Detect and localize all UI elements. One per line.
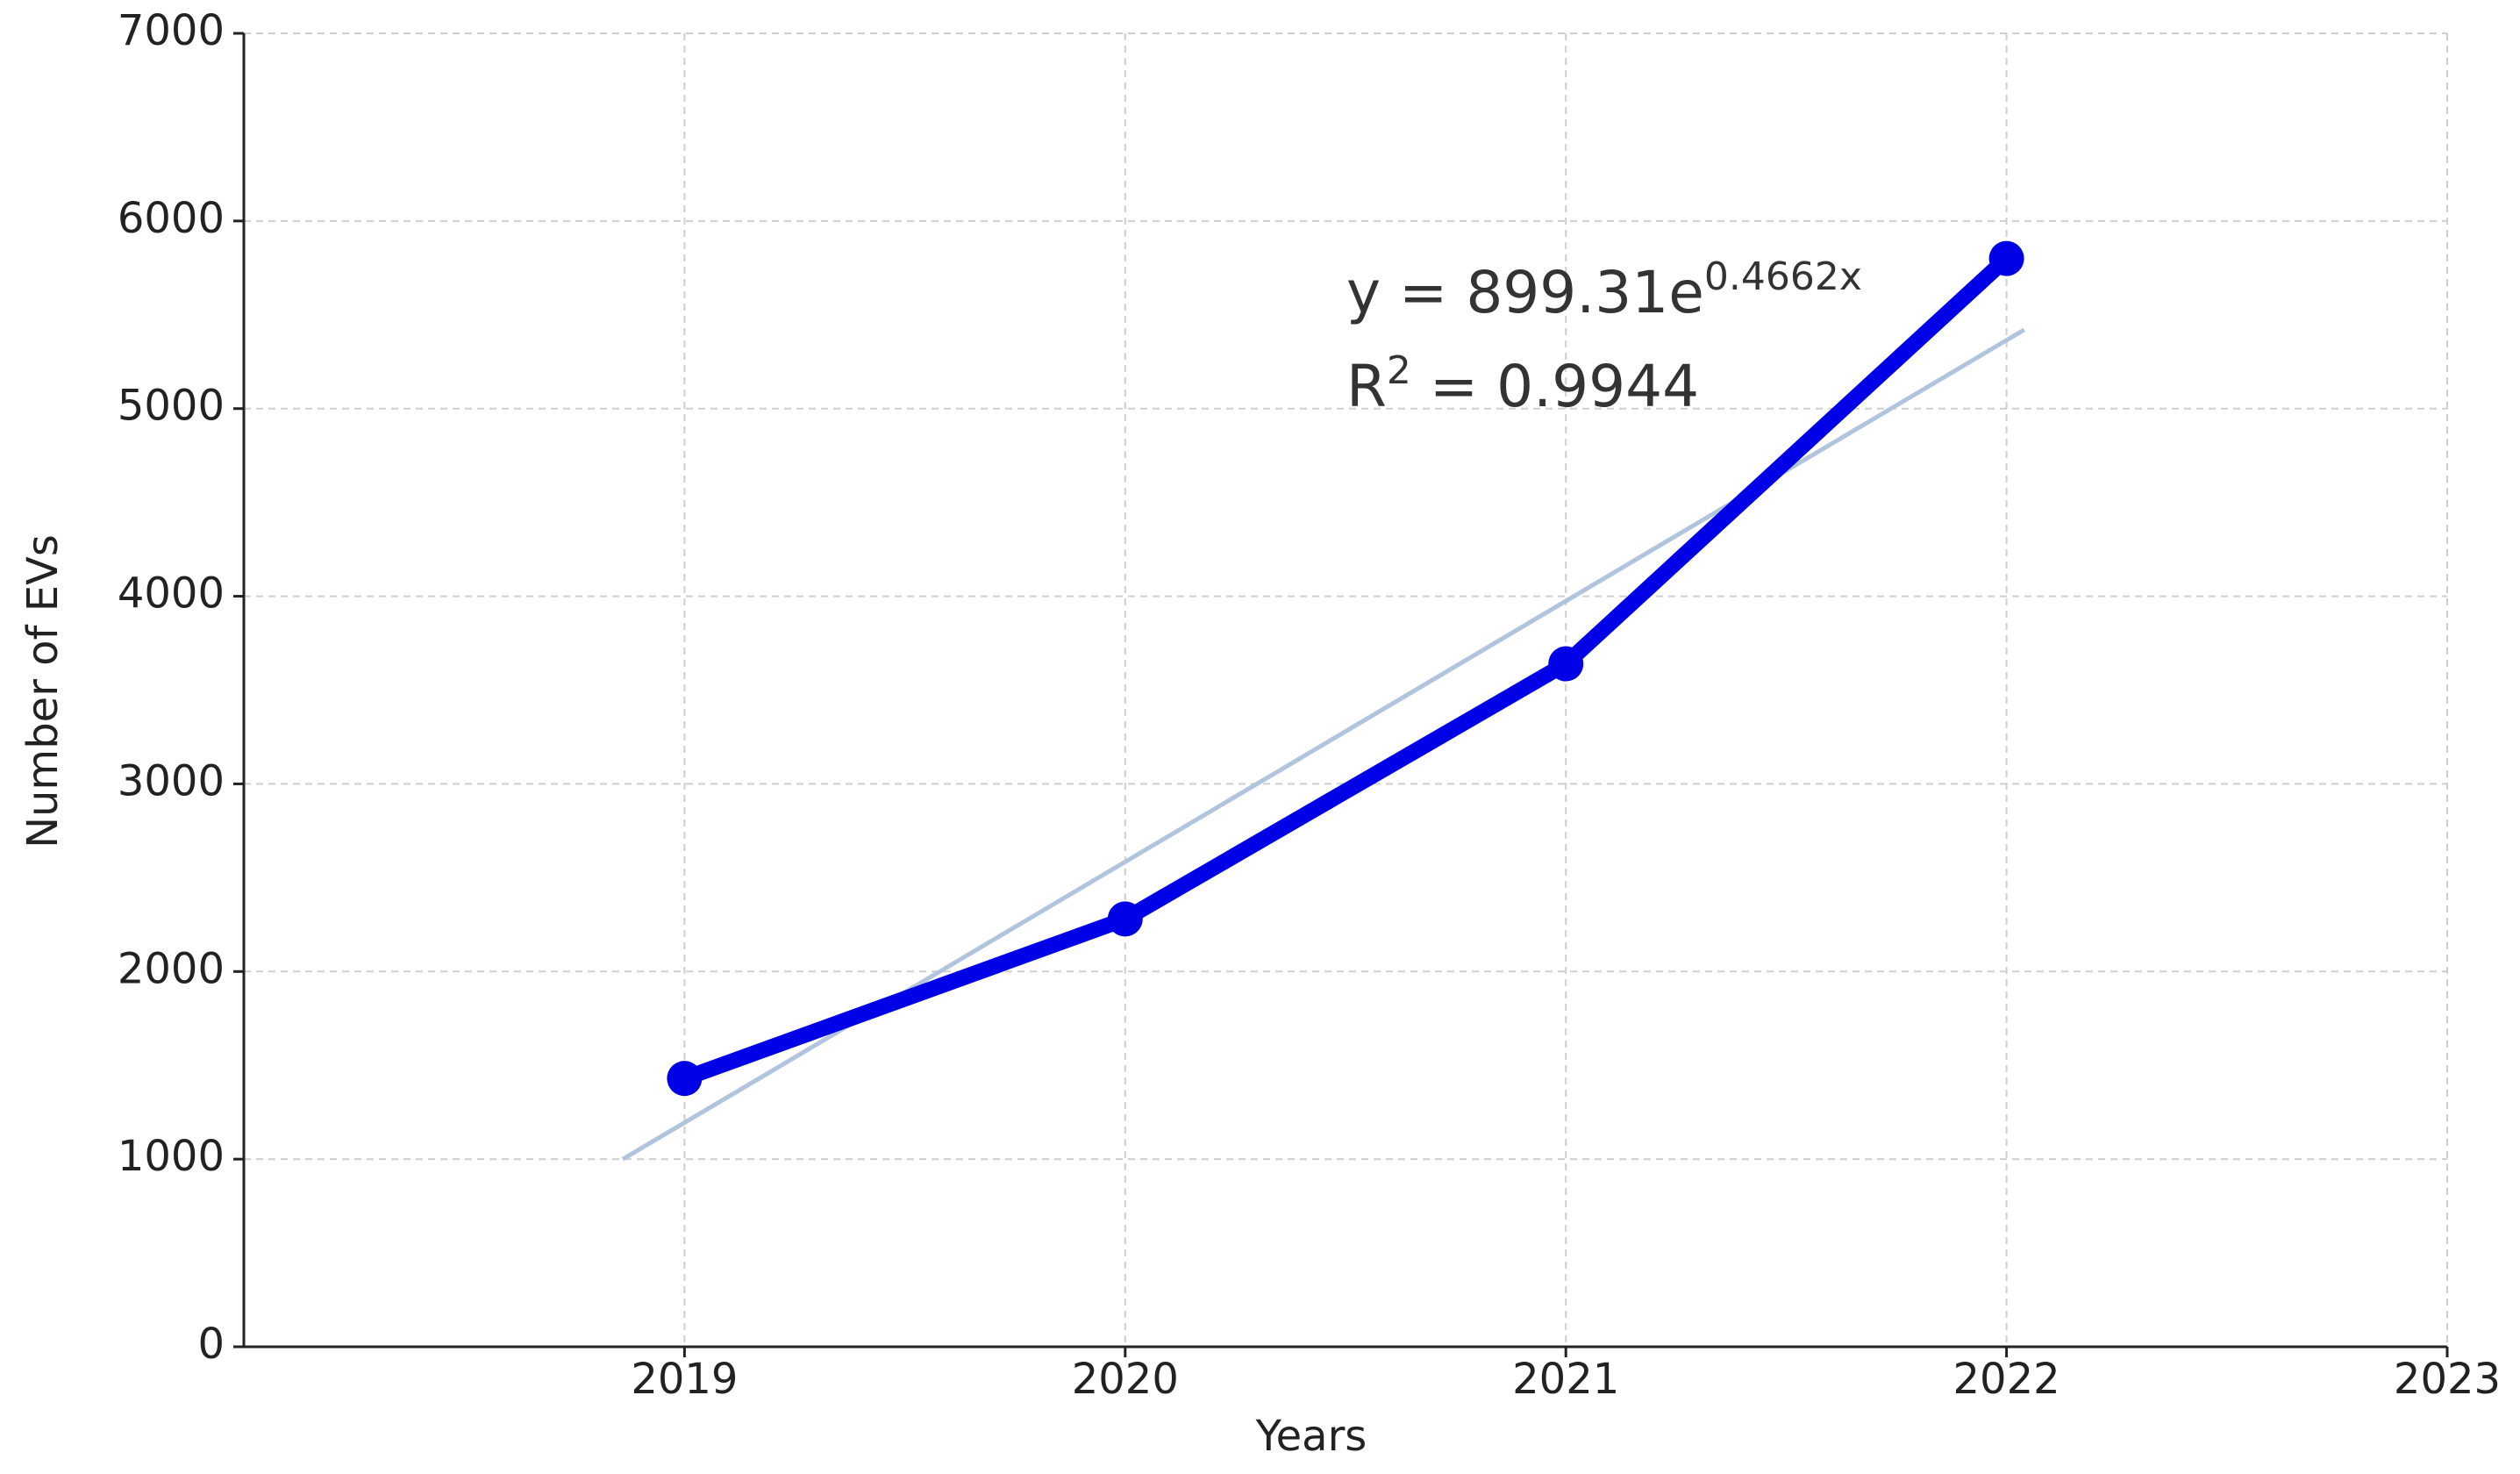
y-tick-label: 3000 (118, 756, 225, 805)
r-squared-exponent: 2 (1387, 348, 1411, 393)
trend-line (621, 327, 2025, 1162)
equation-base: y = 899.31e (1346, 259, 1704, 326)
data-point (667, 1061, 703, 1097)
x-axis-label: Years (1255, 1412, 1367, 1461)
y-tick-label: 0 (197, 1320, 225, 1369)
data-point (1107, 901, 1143, 937)
data-point (1988, 240, 2024, 276)
x-tick-label: 2022 (1953, 1355, 2060, 1404)
r-squared-rest: = 0.9944 (1411, 353, 1699, 420)
y-tick-label: 4000 (118, 569, 225, 619)
y-tick-label: 1000 (118, 1132, 225, 1181)
y-tick-label: 2000 (118, 944, 225, 993)
y-axis-label: Number of EVs (18, 534, 68, 848)
y-tick-label: 6000 (118, 194, 225, 243)
x-tick-label: 2021 (1512, 1355, 1619, 1404)
y-tick-label: 7000 (118, 6, 225, 55)
equation: y = 899.31e0.4662x (1346, 254, 1862, 326)
r-squared-base: R (1346, 353, 1387, 420)
x-tick-label: 2023 (2394, 1355, 2501, 1404)
x-tick-label: 2019 (631, 1355, 738, 1404)
y-tick-label: 5000 (118, 382, 225, 431)
equation-exponent: 0.4662x (1704, 254, 1862, 299)
data-point (1548, 646, 1584, 682)
x-tick-label: 2020 (1072, 1355, 1179, 1404)
data-line (682, 253, 2012, 1086)
r-squared: R2 = 0.9944 (1346, 348, 1699, 420)
